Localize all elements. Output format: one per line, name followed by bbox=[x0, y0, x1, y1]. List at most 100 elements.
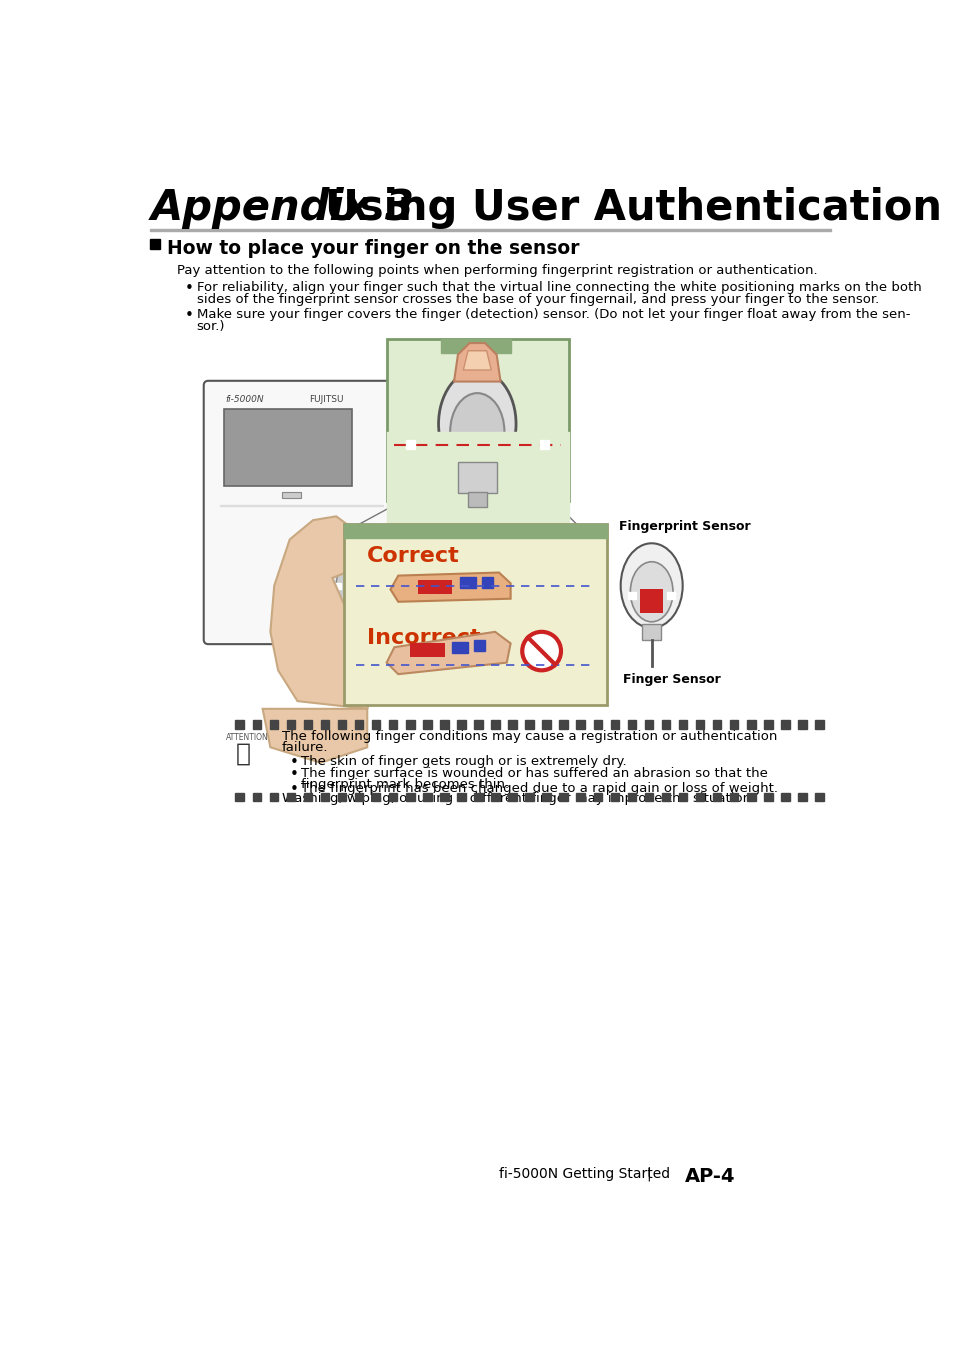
Bar bbox=[286, 720, 294, 728]
Bar bbox=[508, 720, 517, 728]
Text: Using User Authentication By Fingerprint: Using User Authentication By Fingerprint bbox=[295, 186, 953, 228]
Bar bbox=[593, 720, 601, 728]
Bar bbox=[452, 642, 468, 653]
Bar bbox=[303, 793, 312, 801]
Bar bbox=[422, 720, 431, 728]
Bar bbox=[610, 720, 618, 728]
Bar bbox=[679, 720, 686, 728]
Bar bbox=[576, 793, 584, 801]
Bar bbox=[641, 624, 660, 639]
Bar bbox=[337, 720, 346, 728]
Bar bbox=[558, 720, 567, 728]
Bar bbox=[286, 793, 294, 801]
Ellipse shape bbox=[630, 562, 672, 621]
Text: •: • bbox=[185, 308, 193, 323]
Bar bbox=[253, 720, 261, 728]
Bar bbox=[746, 793, 755, 801]
Text: •: • bbox=[185, 281, 193, 296]
FancyBboxPatch shape bbox=[386, 339, 568, 501]
Bar bbox=[468, 492, 486, 507]
Bar bbox=[253, 793, 261, 801]
Bar bbox=[224, 408, 352, 485]
Bar bbox=[712, 793, 720, 801]
Bar bbox=[456, 720, 465, 728]
Bar bbox=[729, 793, 738, 801]
Bar bbox=[798, 793, 806, 801]
Bar bbox=[389, 720, 397, 728]
Bar bbox=[406, 720, 415, 728]
Bar bbox=[781, 793, 789, 801]
Ellipse shape bbox=[438, 370, 516, 478]
Bar bbox=[542, 720, 550, 728]
Bar bbox=[386, 431, 568, 532]
Bar bbox=[456, 793, 465, 801]
Bar bbox=[481, 577, 493, 588]
Polygon shape bbox=[270, 516, 375, 709]
Bar bbox=[417, 580, 452, 594]
Polygon shape bbox=[386, 632, 510, 674]
Bar bbox=[542, 793, 550, 801]
Text: How to place your finger on the sensor: How to place your finger on the sensor bbox=[167, 239, 579, 258]
Bar bbox=[525, 720, 534, 728]
Text: For reliability, align your finger such that the virtual line connecting the whi: For reliability, align your finger such … bbox=[196, 281, 921, 295]
Text: FUJITSU: FUJITSU bbox=[309, 394, 343, 404]
Ellipse shape bbox=[450, 393, 504, 470]
Bar bbox=[270, 720, 278, 728]
Polygon shape bbox=[454, 343, 500, 381]
Text: Fingerprint Sensor: Fingerprint Sensor bbox=[618, 520, 750, 534]
Bar bbox=[355, 720, 363, 728]
Bar bbox=[150, 230, 830, 231]
Bar bbox=[457, 462, 497, 493]
Bar bbox=[235, 793, 244, 801]
Bar bbox=[576, 720, 584, 728]
Bar bbox=[644, 720, 653, 728]
Bar bbox=[235, 720, 244, 728]
Circle shape bbox=[521, 632, 560, 670]
Text: fingerprint mark becomes thin.: fingerprint mark becomes thin. bbox=[301, 778, 509, 792]
Bar bbox=[422, 793, 431, 801]
Bar bbox=[627, 720, 636, 728]
Bar bbox=[798, 720, 806, 728]
Text: fi-5000N Getting Started: fi-5000N Getting Started bbox=[498, 1167, 669, 1181]
Text: The skin of finger gets rough or is extremely dry.: The skin of finger gets rough or is extr… bbox=[301, 755, 626, 767]
Text: •: • bbox=[290, 767, 298, 782]
Text: Make sure your finger covers the finger (detection) sensor. (Do not let your fin: Make sure your finger covers the finger … bbox=[196, 308, 909, 322]
Bar bbox=[220, 505, 382, 507]
Bar bbox=[763, 720, 772, 728]
Text: •: • bbox=[290, 782, 298, 797]
Ellipse shape bbox=[328, 547, 375, 609]
Bar bbox=[320, 720, 329, 728]
Text: The following finger conditions may cause a registration or authentication: The following finger conditions may caus… bbox=[282, 730, 777, 743]
Bar bbox=[525, 793, 534, 801]
Bar bbox=[763, 793, 772, 801]
Bar bbox=[440, 339, 510, 353]
Text: Pay attention to the following points when performing fingerprint registration o: Pay attention to the following points wh… bbox=[177, 263, 817, 277]
Bar bbox=[337, 793, 346, 801]
Bar bbox=[628, 592, 636, 600]
Bar bbox=[539, 440, 549, 450]
Bar bbox=[666, 592, 674, 600]
Text: Washing, wiping, or using a different finger may improve the situation.: Washing, wiping, or using a different fi… bbox=[282, 792, 755, 805]
Bar bbox=[712, 720, 720, 728]
Text: sor.): sor.) bbox=[196, 320, 225, 332]
Bar bbox=[639, 589, 662, 612]
Bar bbox=[406, 440, 415, 450]
Text: failure.: failure. bbox=[282, 742, 328, 754]
Text: |: | bbox=[645, 1167, 650, 1182]
Text: Correct: Correct bbox=[367, 546, 459, 566]
Bar bbox=[746, 720, 755, 728]
Ellipse shape bbox=[620, 543, 682, 628]
Bar bbox=[270, 793, 278, 801]
Bar bbox=[627, 793, 636, 801]
Bar bbox=[362, 582, 369, 589]
FancyBboxPatch shape bbox=[204, 381, 398, 644]
Bar bbox=[372, 720, 380, 728]
Text: Finger Sensor: Finger Sensor bbox=[622, 673, 720, 685]
Bar bbox=[303, 720, 312, 728]
Bar bbox=[406, 793, 415, 801]
Bar bbox=[372, 793, 380, 801]
Bar bbox=[439, 720, 448, 728]
Text: The finger surface is wounded or has suffered an abrasion so that the: The finger surface is wounded or has suf… bbox=[301, 767, 767, 781]
Bar bbox=[695, 793, 703, 801]
Text: Incorrect: Incorrect bbox=[367, 628, 480, 648]
